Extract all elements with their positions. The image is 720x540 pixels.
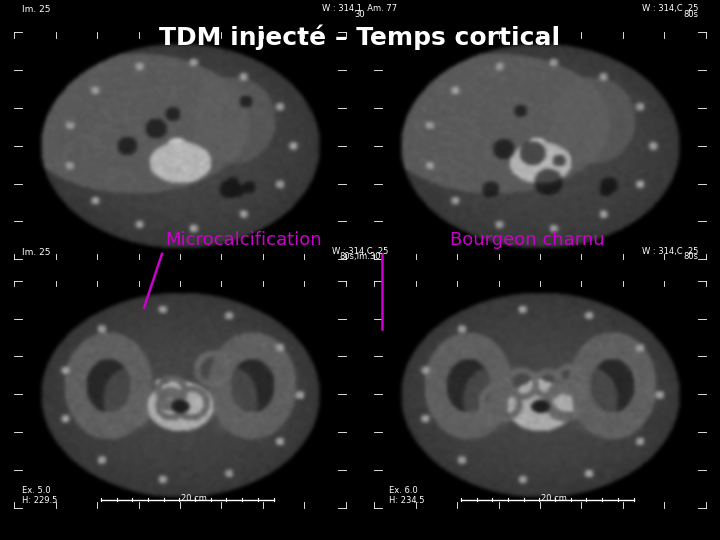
Text: Ex. 6.0
H: 234.5: Ex. 6.0 H: 234.5 — [389, 486, 424, 505]
Text: W : 314,C  25: W : 314,C 25 — [642, 247, 698, 256]
Text: 20 cm: 20 cm — [181, 494, 207, 503]
Text: Microcalcification: Microcalcification — [166, 232, 323, 249]
Text: W : 314,C  25: W : 314,C 25 — [642, 4, 698, 14]
Text: 30: 30 — [355, 10, 365, 19]
Text: 80s: 80s — [683, 10, 698, 19]
Text: 80s: 80s — [683, 252, 698, 261]
Text: Ex. 5.0
H: 229.5: Ex. 5.0 H: 229.5 — [22, 486, 57, 505]
Text: TDM injecté – Temps cortical: TDM injecté – Temps cortical — [159, 24, 561, 50]
Text: 20 cm: 20 cm — [541, 494, 567, 503]
Text: Im. 25: Im. 25 — [22, 5, 50, 15]
Text: 80s,Im.30: 80s,Im.30 — [339, 252, 381, 261]
Text: W : 314,C  25: W : 314,C 25 — [332, 247, 388, 256]
Text: Im. 25: Im. 25 — [22, 248, 50, 258]
Text: Bourgeon charnu: Bourgeon charnu — [450, 232, 605, 249]
Text: W : 314,1  Am. 77: W : 314,1 Am. 77 — [323, 4, 397, 14]
